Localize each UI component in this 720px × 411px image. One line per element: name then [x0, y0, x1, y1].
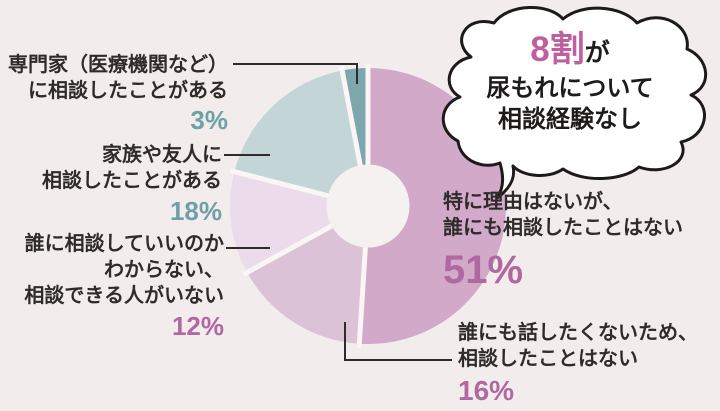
label-unknown-line1: 誰に相談していいのか [24, 233, 224, 255]
label-no-talk-line2: 相談したことはない [458, 348, 638, 370]
label-no-talk: 誰にも話したくないため、 相談したことはない [458, 320, 698, 372]
donut-hole [326, 164, 410, 248]
label-unknown-line3: 相談できる人がいない [24, 285, 224, 307]
donut-segment-2 [247, 225, 366, 344]
bubble-emphasis: 8割 [530, 30, 585, 69]
leader-line-notalk-16pct [344, 322, 452, 361]
leader-line-expert-3pct [233, 63, 358, 84]
leader-lines [224, 63, 452, 361]
label-no-reason-line1: 特に理由はないが、 [443, 191, 623, 213]
pct-family: 18% [169, 196, 222, 226]
bubble-headline: 8割が [448, 30, 692, 73]
label-no-reason-line2: 誰にも相談したことはない [443, 217, 683, 239]
label-expert-line2: に相談したことがある [28, 80, 228, 102]
label-no-talk-line1: 誰にも話したくないため、 [458, 322, 698, 344]
pct-expert: 3% [190, 105, 228, 135]
speech-bubble [441, 6, 708, 200]
label-expert-line1: 専門家（医療機関など） [8, 54, 228, 76]
label-no-reason: 特に理由はないが、 誰にも相談したことはない [443, 189, 683, 241]
pct-unknown: 12% [171, 311, 224, 341]
label-unknown: 誰に相談していいのか わからない、 相談できる人がいない [0, 231, 224, 309]
label-unknown-line2: わからない、 [104, 259, 224, 281]
label-expert: 専門家（医療機関など） に相談したことがある [0, 52, 228, 104]
donut-segment-4 [234, 70, 361, 197]
bubble-line3: 相談経験なし [498, 106, 642, 133]
label-family-line1: 家族や友人に [102, 144, 222, 166]
bubble-suffix: が [584, 39, 610, 67]
speech-bubble-text: 8割が 尿もれについて 相談経験なし [448, 30, 692, 135]
label-family-line2: 相談したことがある [42, 170, 222, 192]
pct-no-talk: 16% [458, 375, 515, 406]
bubble-line2: 尿もれについて [486, 75, 654, 102]
pct-no-reason: 51% [443, 248, 524, 292]
label-family: 家族や友人に 相談したことがある [0, 142, 222, 194]
